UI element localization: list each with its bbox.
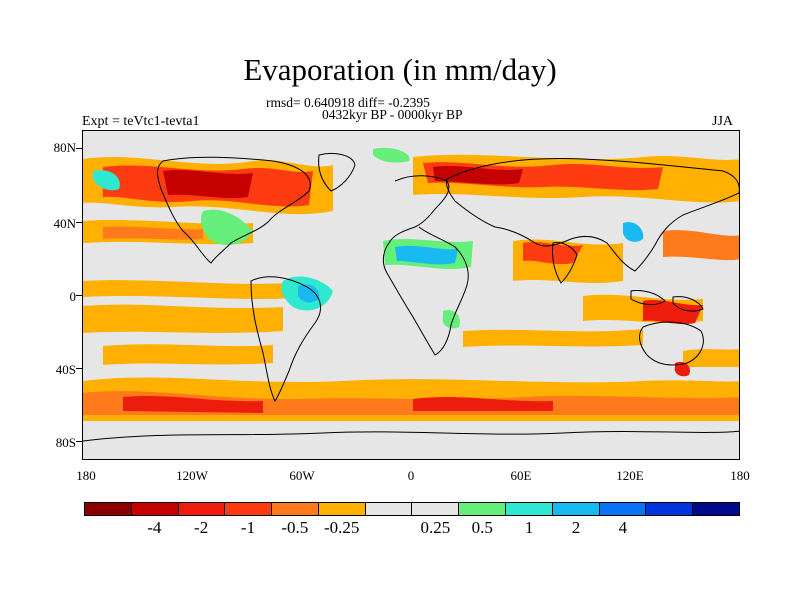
colorbar-box-2 bbox=[178, 503, 226, 515]
x-tick-label-120E: 120E bbox=[616, 468, 644, 483]
colorbar-box-3 bbox=[225, 503, 273, 515]
season-label: JJA bbox=[712, 114, 734, 129]
colorbar-box-6 bbox=[365, 503, 413, 515]
colorbar-box-7 bbox=[412, 503, 460, 515]
colorbar-label-2: -1 bbox=[240, 518, 256, 537]
y-tick-label-80N: 80N bbox=[53, 140, 76, 155]
colorbar-label-6: 0.5 bbox=[471, 518, 493, 537]
x-tick-label-60E: 60E bbox=[510, 468, 532, 483]
coastlines bbox=[83, 152, 739, 442]
y-tick-label-80S: 80S bbox=[55, 435, 76, 450]
y-tick-label-0: 0 bbox=[69, 289, 77, 304]
chart-title: Evaporation (in mm/day) bbox=[243, 52, 557, 87]
colorbar-label-8: 2 bbox=[571, 518, 581, 537]
colorbar-label-1: -2 bbox=[194, 518, 209, 537]
period-text: 0432kyr BP - 0000kyr BP bbox=[322, 107, 463, 122]
y-tick-80N bbox=[76, 148, 82, 149]
rmsd-diff-text: rmsd= 0.640918 diff= -0.2395 bbox=[266, 95, 430, 110]
x-tick-label-120W: 120W bbox=[176, 468, 208, 483]
colorbar-box-1 bbox=[131, 503, 179, 515]
y-tick-label-40S: 40S bbox=[55, 362, 76, 377]
colorbar-box-9 bbox=[506, 503, 553, 515]
y-tick-40S bbox=[76, 368, 82, 369]
colorbar bbox=[84, 502, 740, 516]
y-tick-0 bbox=[76, 295, 82, 296]
colorbar-label-7: 1 bbox=[524, 518, 534, 537]
x-tick-label-180W: 180 bbox=[76, 468, 96, 483]
x-tick-label-60W: 60W bbox=[289, 468, 315, 483]
colorbar-label-4: -0.25 bbox=[323, 518, 360, 537]
x-tick-label-0: 0 bbox=[407, 468, 415, 483]
colorbar-box-4 bbox=[272, 503, 319, 515]
y-tick-label-40N: 40N bbox=[53, 216, 76, 231]
y-tick-80S bbox=[76, 441, 82, 442]
map-panel bbox=[82, 130, 740, 460]
colorbar-box-8 bbox=[459, 503, 507, 515]
colorbar-label-9: 4 bbox=[618, 518, 628, 537]
colorbar-label-5: 0.25 bbox=[420, 518, 451, 537]
colorbar-box-12 bbox=[646, 503, 694, 515]
colorbar-label-3: -0.5 bbox=[281, 518, 309, 537]
evaporation-map bbox=[83, 131, 739, 459]
experiment-label: Expt = teVtc1-tevta1 bbox=[82, 114, 200, 129]
colorbar-box-13 bbox=[693, 503, 739, 515]
colorbar-label-0: -4 bbox=[147, 518, 162, 537]
colorbar-box-5 bbox=[318, 503, 366, 515]
colorbar-box-0 bbox=[85, 503, 132, 515]
colorbar-box-10 bbox=[552, 503, 600, 515]
x-tick-label-180E: 180 bbox=[730, 468, 750, 483]
colorbar-box-11 bbox=[599, 503, 647, 515]
y-tick-40N bbox=[76, 222, 82, 223]
anomaly-field bbox=[83, 147, 739, 421]
